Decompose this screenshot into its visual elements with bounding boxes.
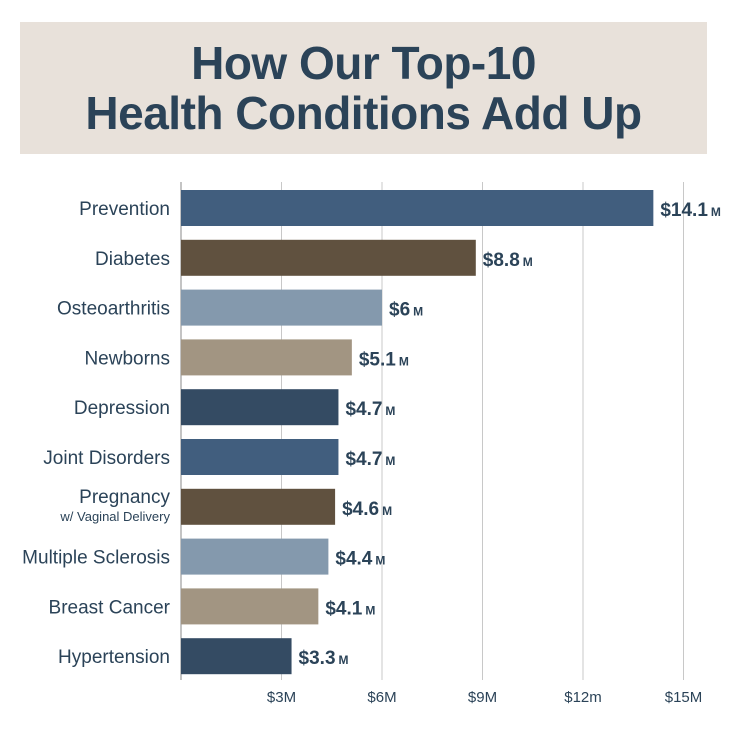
chart-title-line-2: Health Conditions Add Up [85, 87, 642, 139]
value-label: $4.7 M [345, 449, 395, 470]
category-label: Breast Cancer [49, 597, 171, 618]
bar [181, 638, 292, 675]
value-number: $3.3 [299, 648, 336, 669]
value-number: $4.1 [325, 598, 362, 619]
value-label: $14.1 M [660, 200, 721, 221]
value-number: $4.4 [335, 549, 372, 570]
chart-title-line-1: How Our Top-10 [191, 37, 536, 89]
category-label: Depression [74, 398, 170, 419]
value-unit: M [523, 255, 533, 269]
category-label: Hypertension [58, 647, 170, 668]
bar [181, 439, 339, 475]
x-tick-label: $12m [564, 689, 602, 706]
category-label: Pregnancy [79, 487, 170, 508]
value-number: $6 [389, 300, 410, 321]
value-label: $4.4 M [335, 549, 385, 570]
value-label: $8.8 M [483, 250, 533, 271]
bar [181, 588, 319, 625]
value-label: $4.6 M [342, 499, 392, 520]
category-label: Newborns [84, 348, 170, 369]
category-label: Prevention [79, 199, 170, 220]
bar [181, 488, 336, 525]
value-unit: M [382, 504, 392, 518]
category-label: Multiple Sclerosis [22, 548, 170, 569]
category-label: Osteoarthritis [57, 299, 170, 320]
bar [181, 190, 654, 226]
value-number: $4.6 [342, 499, 379, 520]
value-label: $4.7 M [345, 399, 395, 420]
value-number: $8.8 [483, 250, 520, 271]
value-number: $4.7 [345, 399, 382, 420]
value-label: $5.1 M [359, 349, 409, 370]
value-unit: M [385, 404, 395, 418]
bar [181, 239, 476, 276]
value-number: $14.1 [660, 200, 708, 221]
bar [181, 339, 352, 376]
bar [181, 389, 339, 426]
value-number: $5.1 [359, 349, 396, 370]
category-label: Diabetes [95, 249, 170, 270]
value-label: $4.1 M [325, 598, 375, 619]
value-number: $4.7 [345, 449, 382, 470]
value-label: $3.3 M [299, 648, 349, 669]
title-banner: How Our Top-10 Health Conditions Add Up [20, 22, 707, 154]
value-unit: M [399, 354, 409, 368]
x-tick-label: $3M [267, 689, 296, 706]
x-tick-label: $6M [367, 689, 396, 706]
value-unit: M [413, 305, 423, 319]
bar [181, 289, 382, 326]
x-tick-label: $15M [665, 689, 703, 706]
value-unit: M [375, 554, 385, 568]
value-unit: M [365, 603, 375, 617]
category-label: Joint Disorders [43, 448, 170, 469]
bar [181, 538, 329, 575]
value-unit: M [711, 205, 721, 219]
x-tick-label: $9M [468, 689, 497, 706]
value-unit: M [339, 653, 349, 667]
value-unit: M [385, 454, 395, 468]
value-label: $6 M [389, 300, 423, 321]
category-sublabel: w/ Vaginal Delivery [59, 509, 170, 524]
